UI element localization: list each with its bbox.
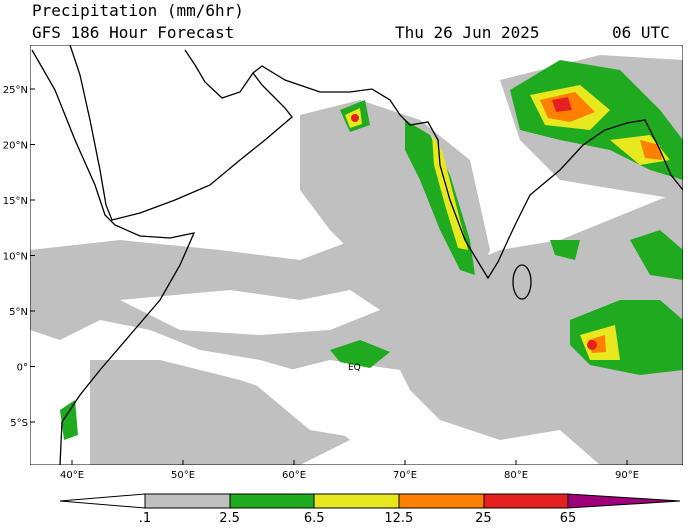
lat-label: 10°N: [3, 252, 28, 263]
lon-label: 60°E: [282, 470, 306, 481]
coastline: [31, 45, 683, 465]
colorbar: .1 2.5 6.5 12.5 25 65: [59, 493, 681, 526]
colorbar-label: 25: [475, 511, 492, 525]
title: Precipitation (mm/6hr): [32, 1, 244, 20]
lat-label: 5°S: [10, 418, 28, 429]
precip-extreme: [351, 97, 597, 350]
lat-label: 0°: [17, 363, 28, 374]
lon-label: 40°E: [60, 470, 84, 481]
colorbar-label: 6.5: [304, 511, 325, 525]
lat-label: 15°N: [3, 196, 28, 207]
lat-label: 25°N: [3, 85, 28, 96]
lat-label: 20°N: [3, 141, 28, 152]
axis-ticks: 25°N 20°N 15°N 10°N 5°N 0° 5°S 40°E 50°E 60°E 70°E…: [3, 85, 639, 481]
dry-patches: [120, 290, 420, 440]
colorbar-label: 65: [560, 511, 577, 525]
colorbar-label: 2.5: [219, 511, 240, 525]
lon-label: 80°E: [504, 470, 528, 481]
subtitle: GFS 186 Hour Forecast: [32, 23, 234, 42]
lat-label: 5°N: [9, 307, 28, 318]
map-field: EQ: [30, 45, 683, 465]
colorbar-label: 12.5: [384, 511, 413, 525]
time: 06 UTC: [612, 23, 670, 42]
lon-label: 90°E: [615, 470, 639, 481]
date: Thu 26 Jun 2025: [395, 23, 540, 42]
lon-label: 70°E: [393, 470, 417, 481]
equator-label: EQ: [348, 363, 361, 373]
lon-label: 50°E: [171, 470, 195, 481]
colorbar-label: .1: [139, 511, 151, 525]
